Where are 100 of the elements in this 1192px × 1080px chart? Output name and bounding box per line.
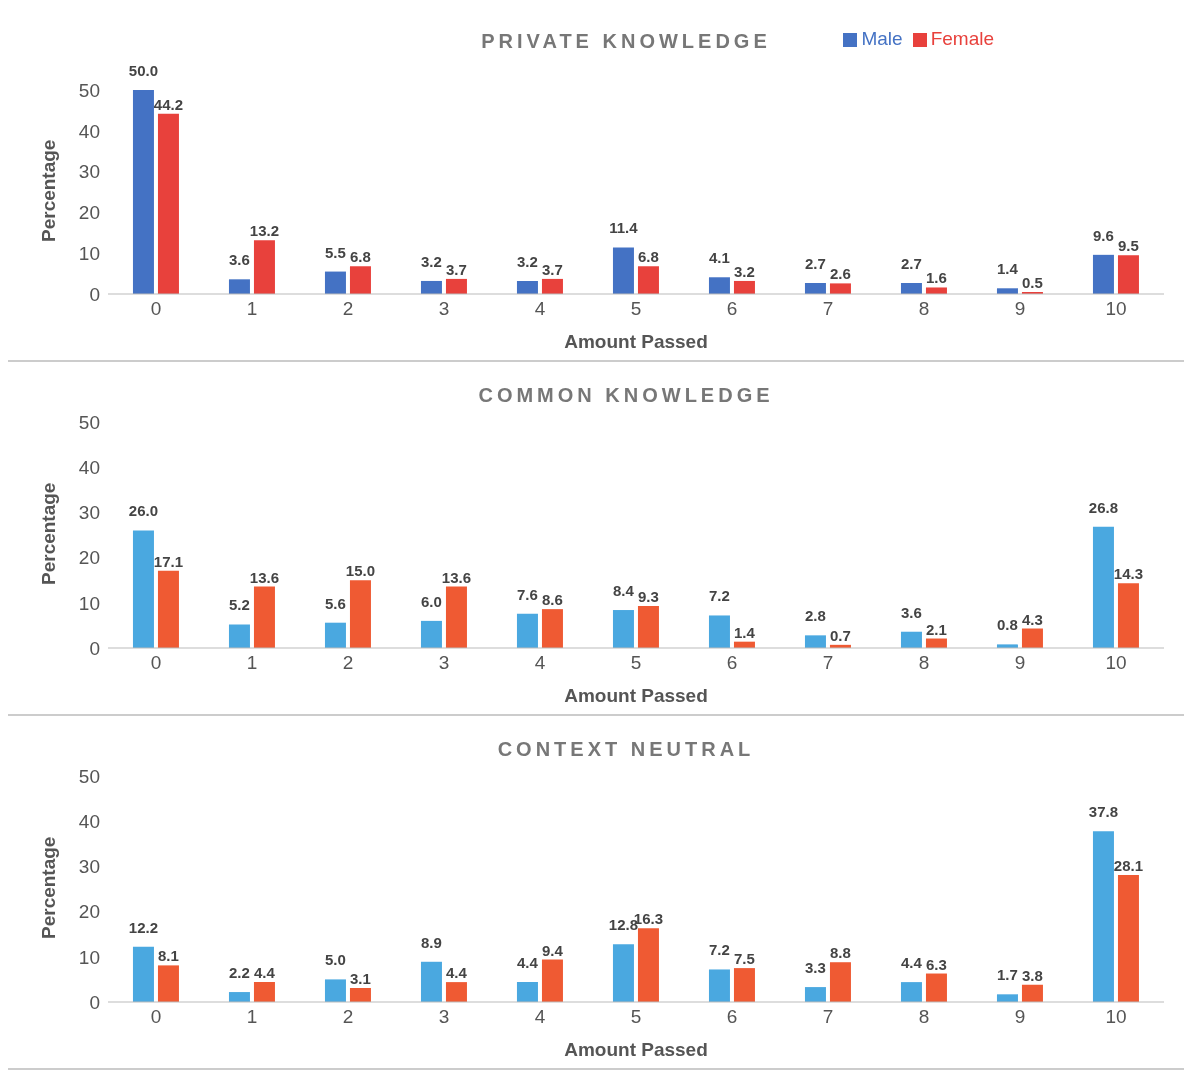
bar xyxy=(637,928,659,1002)
bar xyxy=(637,605,659,648)
bar xyxy=(1117,874,1139,1002)
x-tick-label: 2 xyxy=(342,1006,354,1028)
x-tick-label: 4 xyxy=(534,298,546,320)
data-label: 3.2 xyxy=(421,252,442,270)
data-label: 2.7 xyxy=(805,254,826,272)
x-tick-label: 8 xyxy=(918,1006,930,1028)
data-label: 4.1 xyxy=(709,249,730,267)
x-tick-label: 7 xyxy=(822,652,834,674)
y-tick-label: 10 xyxy=(78,592,100,614)
data-label: 7.6 xyxy=(517,585,538,603)
x-tick-label: 8 xyxy=(918,298,930,320)
bar xyxy=(1092,254,1114,294)
y-tick-label: 30 xyxy=(78,856,100,878)
x-tick-label: 10 xyxy=(1105,652,1127,674)
x-tick-label: 8 xyxy=(918,652,930,674)
bar xyxy=(637,266,659,294)
bar xyxy=(445,278,467,294)
data-label: 15.0 xyxy=(345,562,376,580)
y-axis-title: Percentage xyxy=(37,482,59,585)
bar xyxy=(132,530,154,648)
x-tick-label: 0 xyxy=(150,652,162,674)
bar xyxy=(612,247,634,294)
x-tick-label: 3 xyxy=(438,298,450,320)
bar xyxy=(420,961,442,1002)
bar xyxy=(1117,255,1139,294)
data-label: 3.8 xyxy=(1022,966,1043,984)
bar xyxy=(804,282,826,294)
data-label: 26.8 xyxy=(1088,498,1119,516)
data-label: 11.4 xyxy=(609,219,639,237)
data-label: 6.0 xyxy=(421,592,442,610)
data-label: 4.4 xyxy=(901,954,923,972)
bar xyxy=(925,973,947,1002)
x-tick-label: 6 xyxy=(726,298,738,320)
data-label: 13.6 xyxy=(249,568,280,586)
y-tick-label: 30 xyxy=(78,502,100,524)
data-label: 8.8 xyxy=(830,944,851,962)
data-label: 6.8 xyxy=(638,248,659,266)
bar xyxy=(612,944,634,1002)
data-label: 1.4 xyxy=(997,260,1019,278)
data-label: 2.8 xyxy=(805,607,826,625)
bar xyxy=(132,946,154,1002)
y-axis-title: Percentage xyxy=(37,139,59,242)
bar xyxy=(1021,628,1043,648)
bar xyxy=(996,994,1018,1002)
data-label: 0.5 xyxy=(1022,273,1043,291)
x-tick-label: 3 xyxy=(438,652,450,674)
x-tick-label: 4 xyxy=(534,1006,546,1028)
data-label: 4.3 xyxy=(1022,610,1043,628)
x-tick-label: 3 xyxy=(438,1006,450,1028)
bar xyxy=(708,277,730,294)
bar xyxy=(541,959,563,1002)
x-tick-label: 2 xyxy=(342,652,354,674)
x-tick-label: 1 xyxy=(246,652,258,674)
data-label: 9.4 xyxy=(542,941,564,959)
data-label: 50.0 xyxy=(128,62,159,79)
bar xyxy=(829,962,851,1002)
data-label: 4.4 xyxy=(446,964,468,982)
data-label: 26.0 xyxy=(128,502,159,520)
bar xyxy=(228,279,250,294)
data-label: 28.1 xyxy=(1113,856,1144,874)
y-tick-label: 40 xyxy=(78,456,100,478)
bar xyxy=(829,283,851,294)
x-tick-label: 10 xyxy=(1105,1006,1127,1028)
y-tick-label: 50 xyxy=(78,411,100,433)
data-label: 2.6 xyxy=(830,265,851,283)
x-tick-label: 10 xyxy=(1105,298,1127,320)
x-tick-label: 7 xyxy=(822,298,834,320)
data-label: 8.4 xyxy=(613,582,635,600)
data-label: 6.8 xyxy=(350,248,371,266)
data-label: 2.2 xyxy=(229,964,250,982)
legend-label: Female xyxy=(930,28,994,49)
data-label: 3.2 xyxy=(517,252,538,270)
x-tick-label: 2 xyxy=(342,298,354,320)
bar xyxy=(733,280,755,294)
bar xyxy=(349,987,371,1002)
y-tick-label: 30 xyxy=(78,161,100,183)
data-label: 13.6 xyxy=(441,568,472,586)
y-tick-label: 0 xyxy=(89,991,100,1013)
y-tick-label: 10 xyxy=(78,242,100,264)
x-tick-label: 6 xyxy=(726,1006,738,1028)
chart-title: CONTEXT NEUTRAL xyxy=(496,738,756,761)
data-label: 37.8 xyxy=(1088,803,1119,821)
bar xyxy=(612,610,634,648)
bar xyxy=(733,968,755,1002)
y-tick-label: 10 xyxy=(78,946,100,968)
data-label: 7.2 xyxy=(709,587,730,605)
data-label: 7.2 xyxy=(709,941,730,959)
bar xyxy=(900,631,922,648)
chart-title: COMMON KNOWLEDGE xyxy=(477,384,775,407)
y-tick-label: 50 xyxy=(78,79,100,101)
x-tick-label: 7 xyxy=(822,1006,834,1028)
data-label: 5.2 xyxy=(229,596,250,614)
y-tick-label: 20 xyxy=(78,547,100,569)
x-tick-label: 6 xyxy=(726,652,738,674)
bar xyxy=(157,570,179,648)
bar xyxy=(157,113,179,294)
bar xyxy=(516,982,538,1002)
bar xyxy=(1021,984,1043,1002)
